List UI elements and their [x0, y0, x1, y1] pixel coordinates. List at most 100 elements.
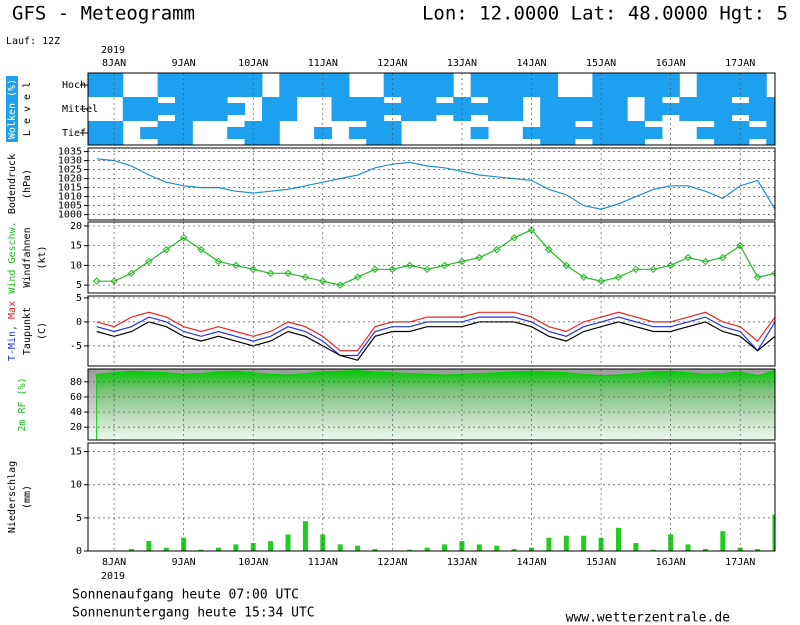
cloud-cell — [435, 103, 454, 115]
level-label: Mittel — [62, 104, 98, 115]
cloud-cell — [140, 97, 159, 121]
point — [301, 273, 310, 281]
x-tick-label: 16JAN — [656, 557, 686, 568]
point — [614, 273, 623, 281]
cloud-cell — [122, 97, 141, 121]
level-label: Hoch — [62, 80, 86, 91]
cloud-cell — [157, 73, 176, 97]
cloud-cell — [470, 73, 489, 97]
x-tick-label: 13JAN — [447, 557, 477, 568]
cloud-cell — [696, 127, 715, 139]
y-axis-label: (mm) — [22, 485, 33, 509]
cloud-cell — [714, 73, 733, 97]
precip-bar — [772, 514, 775, 551]
y-tick-label: 5 — [76, 293, 82, 304]
cloud-cell — [401, 73, 419, 97]
y-tick-label: 10 — [70, 260, 82, 271]
point — [719, 253, 727, 262]
cloud-cell — [227, 73, 246, 97]
precip-bar — [424, 547, 430, 551]
y-axis-label: (hPa) — [22, 169, 33, 199]
x-tick-label: 13JAN — [447, 58, 477, 69]
y-axis-label: Bodendruck — [7, 154, 18, 214]
y-axis-label: (kt) — [37, 245, 48, 269]
cloud-cell — [209, 73, 228, 97]
precip-bar — [163, 547, 169, 551]
precip-bar — [563, 535, 569, 551]
y-tick-label: 1010 — [58, 192, 82, 203]
precip-bar — [320, 534, 326, 551]
point — [406, 261, 414, 270]
y-tick-label: 0 — [76, 317, 82, 328]
cloud-cell — [157, 121, 176, 145]
title: GFS - Meteogramm — [12, 3, 195, 25]
cloud-cell — [366, 121, 385, 145]
cloud-cell — [627, 121, 646, 145]
point — [493, 245, 501, 254]
panel-frame — [87, 368, 776, 441]
y-tick-label: -5 — [70, 341, 82, 352]
precip-bar — [668, 534, 674, 551]
cloud-cell — [766, 121, 775, 145]
cloud-cell — [418, 97, 437, 121]
x-tick-label: 14JAN — [516, 58, 546, 69]
precip-bar — [459, 541, 465, 551]
cloud-cell — [644, 127, 663, 139]
y-axis-label-part: T-Min, — [7, 325, 18, 361]
cloud-cell — [540, 121, 559, 145]
point — [353, 273, 362, 281]
y-tick-label: 1020 — [58, 174, 82, 185]
y-tick-label: 5 — [76, 280, 82, 291]
y-tick-label: 1005 — [58, 201, 82, 212]
point — [197, 245, 205, 254]
precip-bar — [407, 549, 413, 551]
cloud-cell — [557, 121, 576, 145]
precip-bar — [337, 544, 343, 551]
cloud-cell — [227, 103, 246, 115]
y-axis-label-part: Max — [7, 301, 18, 325]
cloud-cell — [470, 127, 489, 139]
y-tick-label: 1030 — [58, 156, 82, 167]
cloud-cell — [140, 127, 159, 139]
precip-bar — [650, 549, 656, 551]
cloud-cell — [644, 73, 663, 97]
y-axis-label-part: (mm) — [22, 485, 33, 509]
cloud-cell — [88, 121, 106, 145]
cloud-cell — [279, 97, 298, 121]
y-tick-label: 1035 — [58, 147, 82, 158]
x-tick-label: 10JAN — [238, 557, 268, 568]
point — [127, 269, 136, 277]
point — [284, 269, 292, 277]
y-axis-label-part: Niederschlag — [7, 461, 18, 533]
cloud-cell — [192, 73, 211, 97]
panel-frame — [87, 147, 776, 221]
cloud-cell — [748, 73, 767, 97]
series-line — [96, 311, 775, 352]
point — [110, 277, 118, 285]
cloud-cell — [88, 73, 106, 97]
precip-bar — [146, 541, 152, 551]
y-tick-label: 60 — [70, 392, 82, 403]
y-axis-label: T-Min, Max — [7, 301, 18, 361]
precip-bar — [233, 544, 239, 551]
y-tick-label: 40 — [70, 407, 82, 418]
y-tick-label: 10 — [70, 480, 82, 491]
plot-area — [88, 73, 775, 551]
cloud-cell — [609, 73, 628, 97]
x-tick-label: 12JAN — [377, 58, 407, 69]
precip-bar — [355, 545, 361, 551]
y-axis-label-part: 2m RF (%) — [17, 377, 28, 431]
point — [319, 277, 327, 285]
y-axis-label: Niederschlag — [7, 461, 18, 533]
precip-bar — [268, 541, 274, 551]
x-tick-label: 10JAN — [238, 58, 268, 69]
y-axis-label-part: (C) — [37, 322, 48, 340]
precip-bar — [511, 549, 517, 551]
x-tick-label: 17JAN — [725, 58, 755, 69]
point — [423, 265, 431, 274]
year-top: 2019 — [101, 45, 125, 56]
cloud-cell — [331, 97, 350, 121]
x-tick-label: 14JAN — [516, 557, 546, 568]
y-axis-label: Windfahnen — [22, 227, 33, 287]
series-line — [96, 229, 775, 286]
